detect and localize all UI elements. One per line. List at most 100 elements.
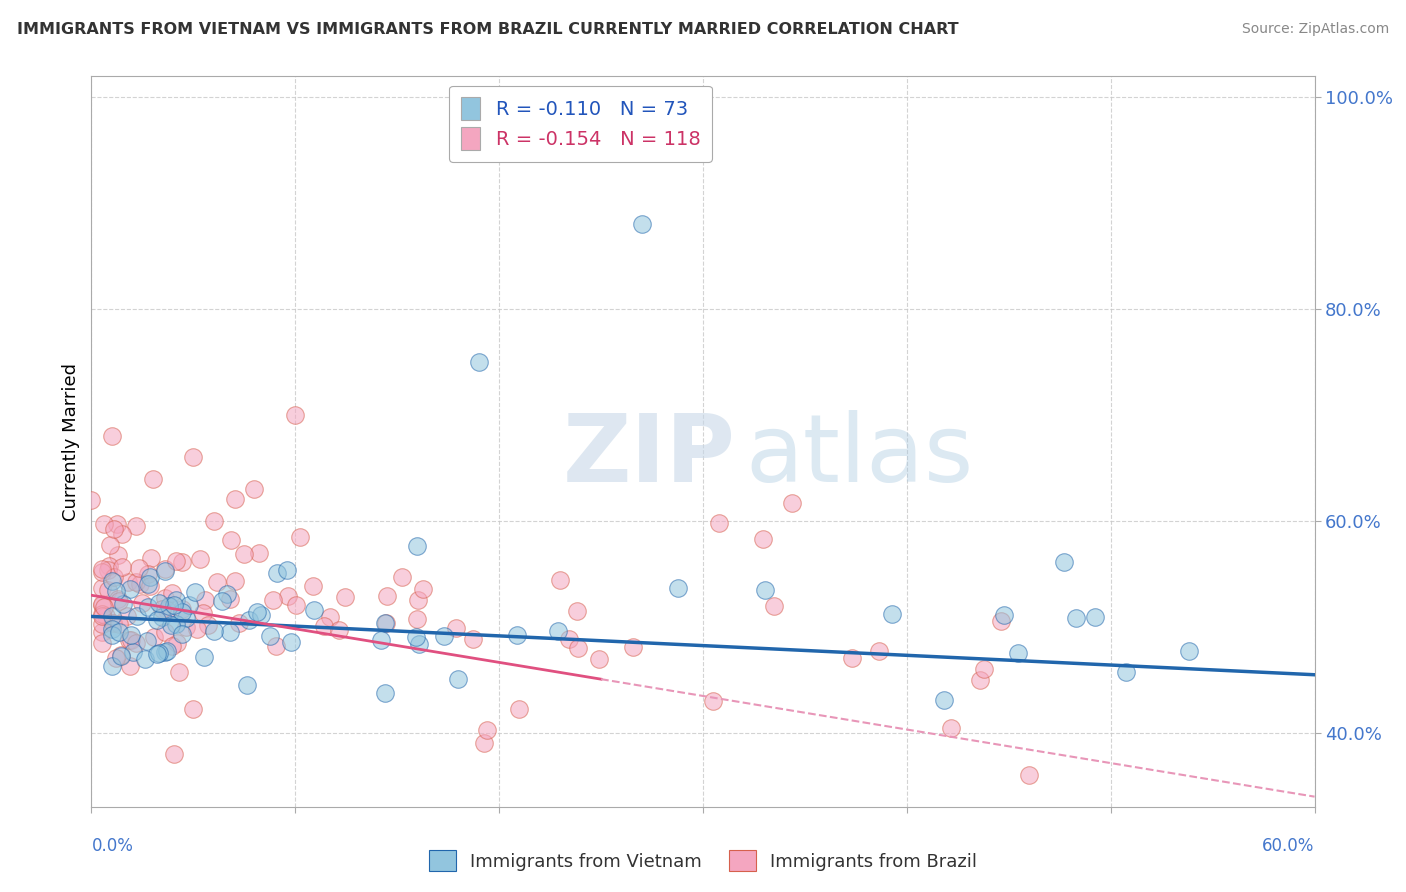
Immigrants from Brazil <box>103 522 125 536</box>
Immigrants from Vietnam <box>1007 646 1029 660</box>
Immigrants from Brazil <box>188 551 211 566</box>
Immigrants from Brazil <box>150 602 173 616</box>
Immigrants from Brazil <box>129 576 152 591</box>
Immigrants from Vietnam <box>215 587 238 601</box>
Immigrants from Brazil <box>90 581 112 595</box>
Text: IMMIGRANTS FROM VIETNAM VS IMMIGRANTS FROM BRAZIL CURRENTLY MARRIED CORRELATION : IMMIGRANTS FROM VIETNAM VS IMMIGRANTS FR… <box>17 22 959 37</box>
Immigrants from Vietnam <box>932 693 955 707</box>
Immigrants from Brazil <box>233 547 256 561</box>
Immigrants from Brazil <box>333 590 356 604</box>
Immigrants from Brazil <box>131 596 153 610</box>
Immigrants from Brazil <box>101 615 124 630</box>
Immigrants from Vietnam <box>136 599 159 614</box>
Immigrants from Vietnam <box>165 593 187 607</box>
Immigrants from Vietnam <box>150 610 173 624</box>
Immigrants from Brazil <box>328 623 350 637</box>
Immigrants from Brazil <box>124 518 146 533</box>
Immigrants from Vietnam <box>259 629 281 643</box>
Immigrants from Brazil <box>702 694 724 708</box>
Immigrants from Brazil <box>472 736 495 750</box>
Immigrants from Vietnam <box>134 651 156 665</box>
Immigrants from Brazil <box>90 636 112 650</box>
Immigrants from Brazil <box>406 612 429 626</box>
Immigrants from Brazil <box>162 639 184 653</box>
Immigrants from Vietnam <box>1115 665 1137 680</box>
Immigrants from Brazil <box>477 723 499 738</box>
Immigrants from Brazil <box>412 582 434 596</box>
Immigrants from Brazil <box>93 599 115 614</box>
Immigrants from Brazil <box>107 591 129 606</box>
Immigrants from Brazil <box>224 574 246 588</box>
Immigrants from Brazil <box>707 516 730 530</box>
Immigrants from Brazil <box>567 640 589 655</box>
Immigrants from Brazil <box>104 650 127 665</box>
Immigrants from Vietnam <box>170 606 193 620</box>
Immigrants from Brazil <box>191 606 214 620</box>
Immigrants from Vietnam <box>112 597 135 611</box>
Immigrants from Brazil <box>167 665 190 679</box>
Immigrants from Vietnam <box>1083 610 1105 624</box>
Immigrants from Brazil <box>107 548 129 562</box>
Immigrants from Vietnam <box>280 635 302 649</box>
Immigrants from Brazil <box>163 747 186 762</box>
Immigrants from Vietnam <box>120 628 142 642</box>
Immigrants from Brazil <box>156 603 179 617</box>
Immigrants from Vietnam <box>148 596 170 610</box>
Immigrants from Brazil <box>136 566 159 581</box>
Immigrants from Vietnam <box>177 598 200 612</box>
Immigrants from Brazil <box>557 632 579 647</box>
Immigrants from Brazil <box>183 450 205 465</box>
Immigrants from Brazil <box>108 594 131 608</box>
Immigrants from Brazil <box>243 482 266 496</box>
Immigrants from Vietnam <box>101 659 124 673</box>
Immigrants from Brazil <box>142 630 165 644</box>
Immigrants from Brazil <box>374 615 396 630</box>
Immigrants from Brazil <box>973 662 995 676</box>
Immigrants from Vietnam <box>184 585 207 599</box>
Immigrants from Brazil <box>752 532 775 546</box>
Immigrants from Brazil <box>101 429 124 443</box>
Immigrants from Vietnam <box>108 624 131 639</box>
Immigrants from Brazil <box>141 551 163 566</box>
Immigrants from Brazil <box>80 492 103 507</box>
Immigrants from Brazil <box>314 619 336 633</box>
Immigrants from Brazil <box>202 514 225 528</box>
Immigrants from Vietnam <box>666 581 689 595</box>
Immigrants from Brazil <box>90 608 112 623</box>
Immigrants from Vietnam <box>405 539 427 553</box>
Immigrants from Vietnam <box>447 672 470 686</box>
Text: atlas: atlas <box>745 410 974 502</box>
Immigrants from Brazil <box>90 599 112 613</box>
Immigrants from Vietnam <box>136 634 159 648</box>
Immigrants from Brazil <box>284 408 307 422</box>
Immigrants from Brazil <box>408 593 430 607</box>
Immigrants from Brazil <box>508 702 530 716</box>
Immigrants from Brazil <box>90 597 112 611</box>
Immigrants from Vietnam <box>408 638 430 652</box>
Immigrants from Vietnam <box>1053 555 1076 569</box>
Immigrants from Brazil <box>277 590 299 604</box>
Immigrants from Vietnam <box>170 627 193 641</box>
Immigrants from Vietnam <box>101 622 124 636</box>
Immigrants from Vietnam <box>631 217 654 231</box>
Immigrants from Vietnam <box>122 645 145 659</box>
Immigrants from Vietnam <box>104 584 127 599</box>
Immigrants from Brazil <box>94 609 117 624</box>
Immigrants from Vietnam <box>211 593 233 607</box>
Immigrants from Vietnam <box>433 629 456 643</box>
Immigrants from Vietnam <box>238 613 260 627</box>
Text: ZIP: ZIP <box>562 410 735 502</box>
Immigrants from Brazil <box>262 593 284 607</box>
Immigrants from Brazil <box>141 472 163 486</box>
Immigrants from Vietnam <box>148 646 170 660</box>
Immigrants from Vietnam <box>250 607 273 622</box>
Immigrants from Brazil <box>302 579 325 593</box>
Immigrants from Brazil <box>98 538 121 552</box>
Immigrants from Vietnam <box>993 608 1015 623</box>
Immigrants from Vietnam <box>153 564 176 578</box>
Immigrants from Vietnam <box>145 613 167 627</box>
Immigrants from Brazil <box>197 617 219 632</box>
Immigrants from Brazil <box>548 574 571 588</box>
Immigrants from Vietnam <box>1064 611 1087 625</box>
Immigrants from Brazil <box>288 530 311 544</box>
